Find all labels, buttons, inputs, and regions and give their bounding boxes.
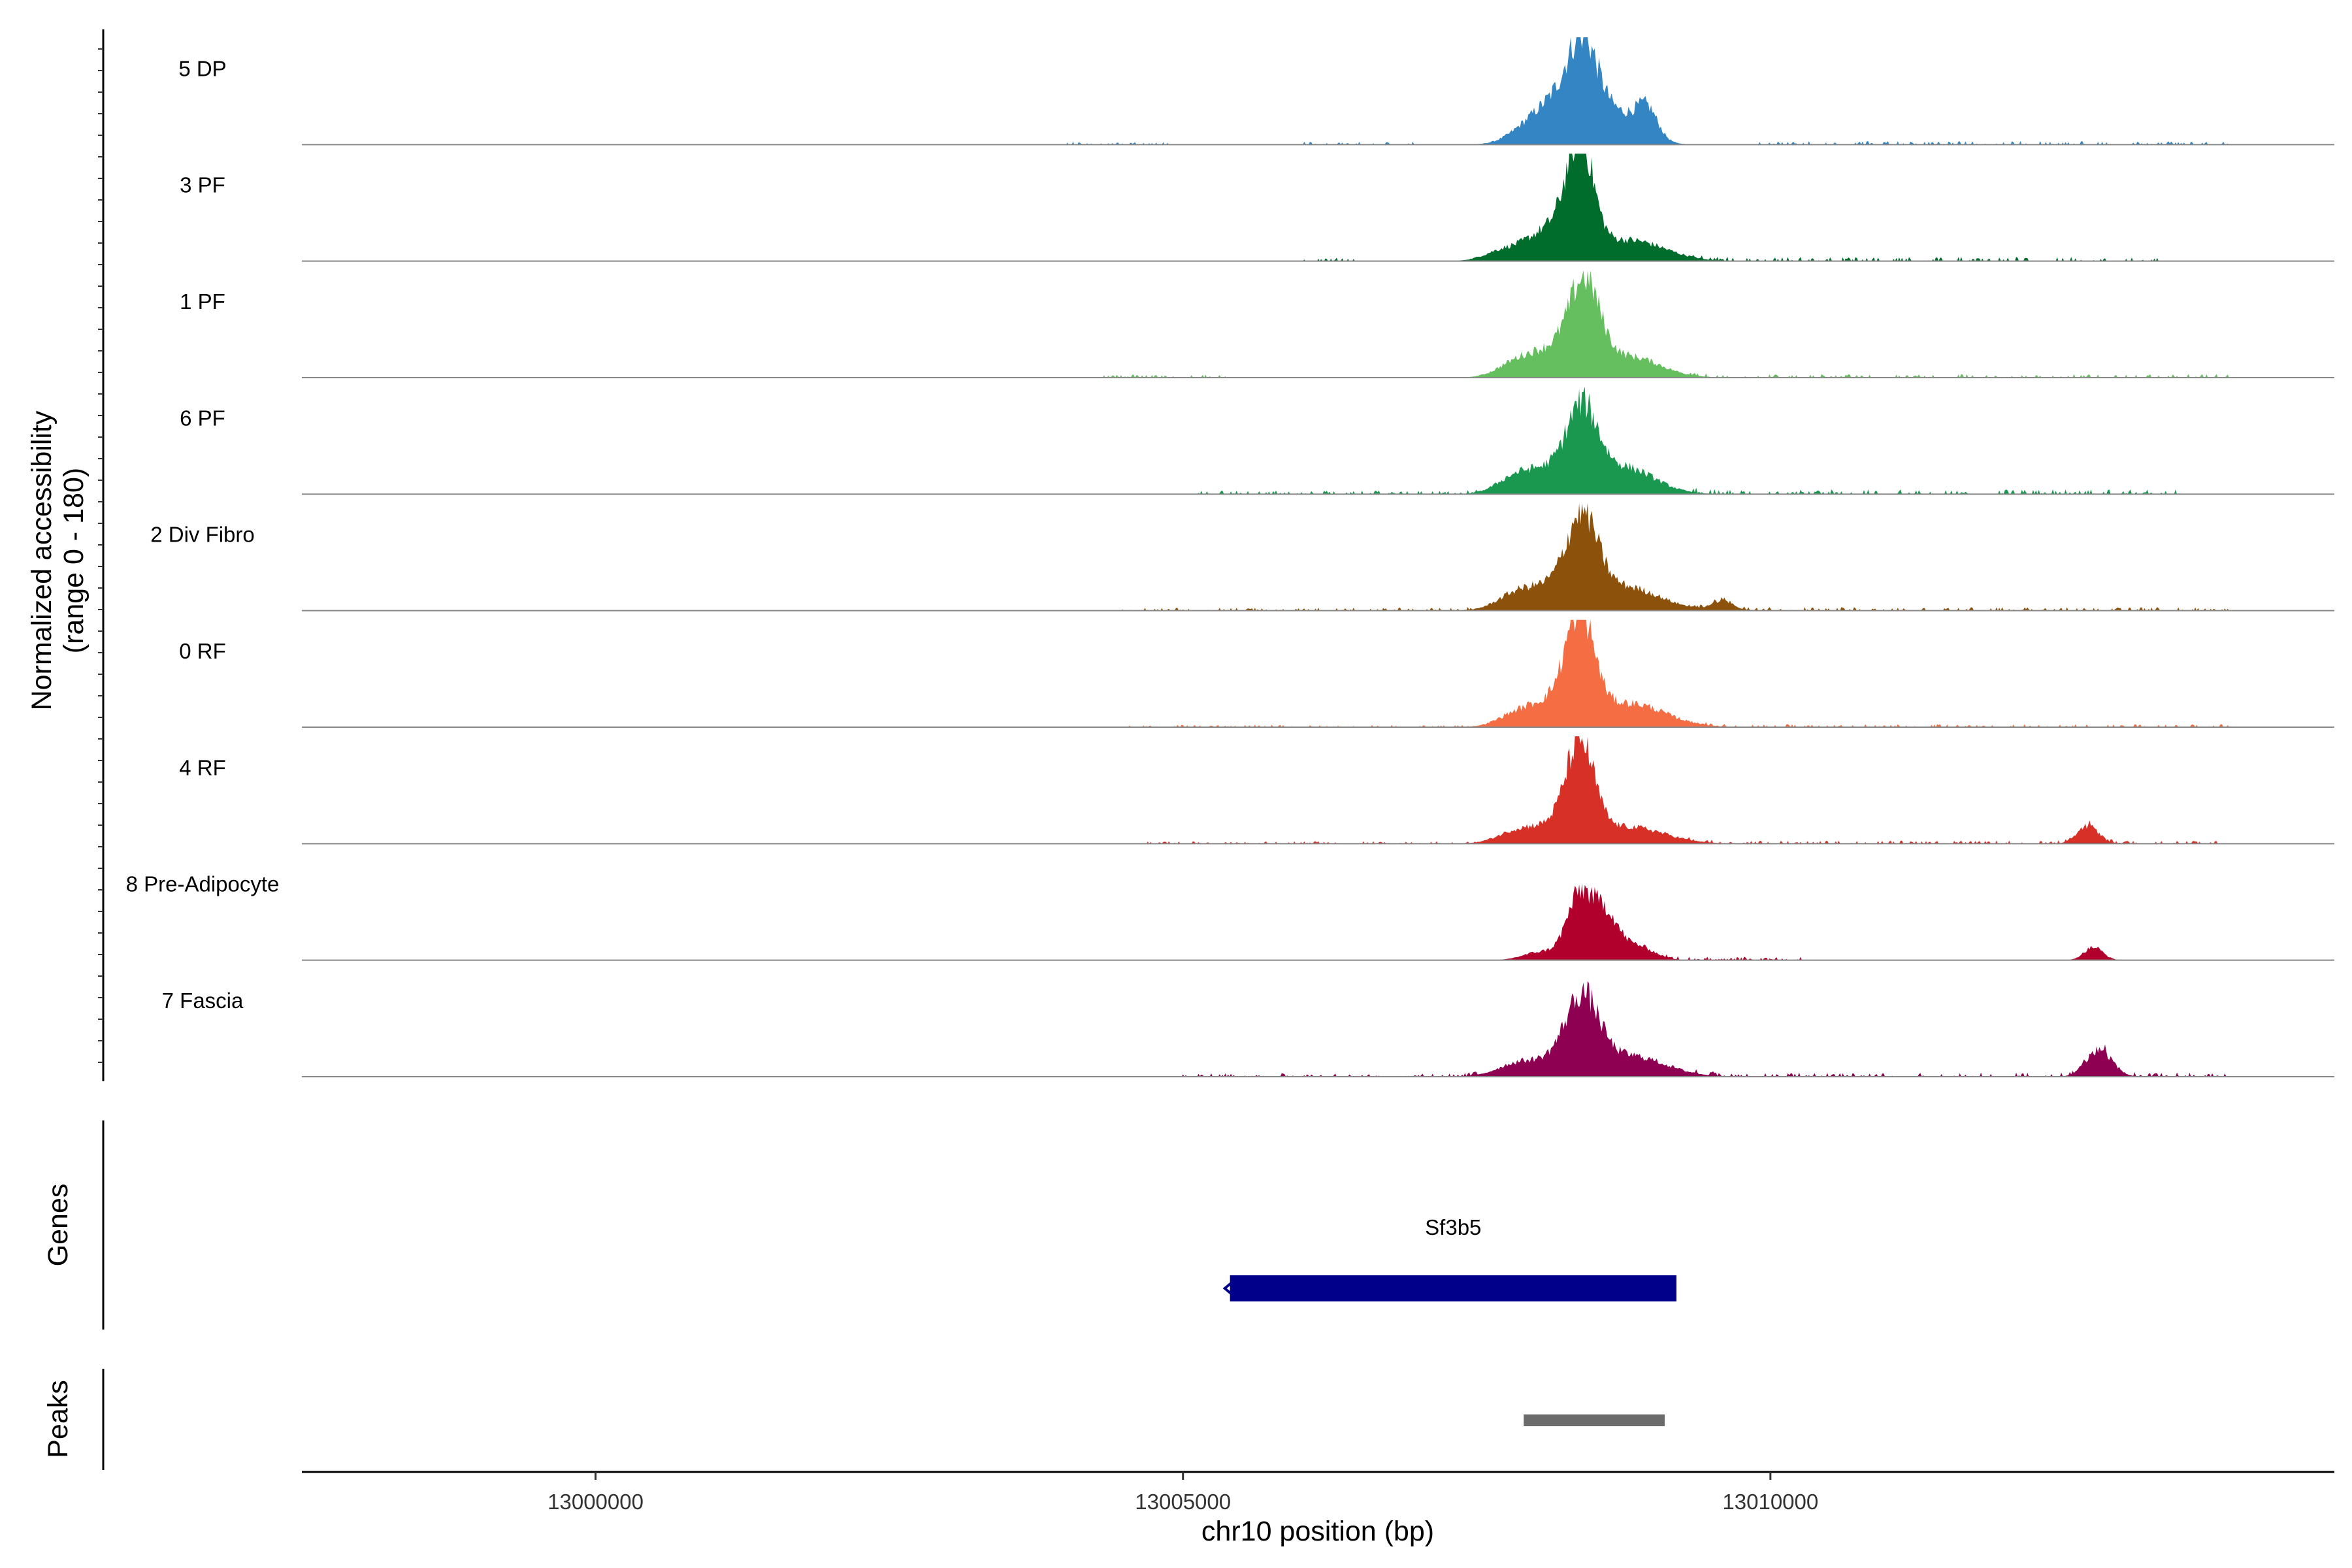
gene-strand-arrow xyxy=(1222,1281,1233,1296)
genes-track: Sf3b5 xyxy=(1222,1215,1676,1301)
peak-region xyxy=(1524,1414,1665,1426)
coverage-y-ticks xyxy=(98,48,103,1063)
track-label: 7 Fascia xyxy=(162,988,244,1013)
coverage-area-6-pf xyxy=(302,387,2334,495)
track-1-pf: 1 PF xyxy=(180,270,2334,378)
x-tick-label: 13000000 xyxy=(547,1490,644,1514)
track-label: 1 PF xyxy=(180,289,225,314)
coverage-area-5-dp xyxy=(302,37,2334,145)
peaks-track-title: Peaks xyxy=(42,1380,74,1458)
track-8-pre-adipocyte: 8 Pre-Adipocyte xyxy=(126,872,2334,961)
track-label: 8 Pre-Adipocyte xyxy=(126,872,280,896)
coverage-area-0-rf xyxy=(302,619,2334,727)
track-label: 6 PF xyxy=(180,406,225,430)
track-5-dp: 5 DP xyxy=(178,37,2334,146)
track-label: 2 Div Fibro xyxy=(150,523,255,547)
coverage-area-1-pf xyxy=(302,270,2334,378)
coverage-area-8-pre-adipocyte xyxy=(302,883,2334,960)
gene-label: Sf3b5 xyxy=(1425,1215,1481,1239)
track-label: 0 RF xyxy=(179,639,226,663)
track-0-rf: 0 RF xyxy=(179,619,2334,728)
x-axis-ticks: 13000000 13005000 13010000 xyxy=(547,1472,1818,1514)
coverage-y-axis-range: (range 0 - 180) xyxy=(58,468,90,653)
coverage-area-2-div-fibro xyxy=(302,503,2334,611)
track-4-rf: 4 RF xyxy=(179,736,2334,845)
coverage-area-3-pf xyxy=(302,154,2334,261)
peaks-track xyxy=(1524,1414,1665,1426)
track-2-div-fibro: 2 Div Fibro xyxy=(150,503,2334,612)
track-7-fascia: 7 Fascia xyxy=(162,981,2334,1077)
coverage-tracks: 5 DP 3 PF 1 PF 6 PF 2 Div Fibro 0 RF 4 RF 8 Pre… xyxy=(126,37,2334,1077)
genes-track-title: Genes xyxy=(42,1184,74,1267)
x-tick-label: 13010000 xyxy=(1722,1490,1818,1514)
coverage-y-axis-title: Normalized accessibility xyxy=(26,410,57,710)
track-label: 5 DP xyxy=(178,56,226,80)
track-6-pf: 6 PF xyxy=(180,387,2334,495)
track-3-pf: 3 PF xyxy=(180,154,2334,262)
x-axis-title: chr10 position (bp) xyxy=(1201,1516,1434,1547)
coverage-area-4-rf xyxy=(302,736,2334,844)
x-tick-label: 13005000 xyxy=(1135,1490,1231,1514)
track-label: 3 PF xyxy=(180,173,225,197)
coverage-area-7-fascia xyxy=(302,981,2334,1077)
track-label: 4 RF xyxy=(179,755,226,779)
gene-body xyxy=(1230,1275,1676,1301)
